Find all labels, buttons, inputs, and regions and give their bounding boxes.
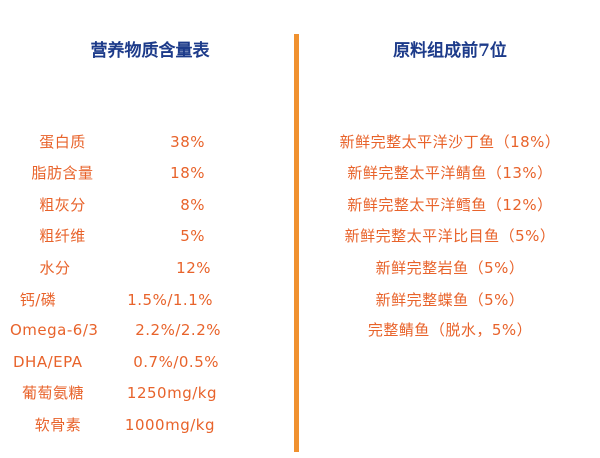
nutrient-label: 蛋白质 bbox=[39, 133, 86, 151]
nutrient-value: 8% bbox=[180, 196, 205, 214]
ingredients-title: 原料组成前7位 bbox=[393, 41, 507, 61]
nutrient-row: 蛋白质 38% bbox=[0, 131, 213, 153]
nutrient-row: 脂肪含量 18% bbox=[0, 162, 213, 184]
nutrient-row: 粗纤维 5% bbox=[0, 225, 213, 247]
nutrient-value: 0.7%/0.5% bbox=[133, 353, 219, 371]
nutrient-row: 钙/磷 1.5%/1.1% bbox=[0, 289, 213, 311]
nutrient-value: 1250mg/kg bbox=[126, 384, 217, 402]
ingredient-item: 新鲜完整太平洋鲭鱼（13%） bbox=[347, 164, 553, 182]
nutrient-label: 钙/磷 bbox=[19, 291, 57, 309]
nutrient-label: Omega-6/3 bbox=[10, 321, 99, 339]
nutrient-row: 粗灰分 8% bbox=[0, 194, 213, 216]
nutrient-row: DHA/EPA 0.7%/0.5% bbox=[0, 351, 219, 373]
divider bbox=[294, 34, 299, 452]
ingredient-item: 新鲜完整蝶鱼（5%） bbox=[375, 291, 525, 309]
ingredient-item: 新鲜完整岩鱼（5%） bbox=[375, 259, 525, 277]
nutrient-row: Omega-6/3 2.2%/2.2% bbox=[0, 319, 221, 341]
nutrient-value: 12% bbox=[176, 259, 211, 277]
nutrient-value: 18% bbox=[170, 164, 205, 182]
nutrient-row: 软骨素 1000mg/kg bbox=[0, 414, 215, 436]
ingredient-item: 新鲜完整太平洋沙丁鱼（18%） bbox=[339, 133, 561, 151]
nutrition-table-title: 营养物质含量表 bbox=[90, 41, 210, 61]
nutrient-label: 脂肪含量 bbox=[31, 164, 94, 182]
nutrient-row: 葡萄氨糖 1250mg/kg bbox=[0, 382, 217, 404]
nutrient-value: 1.5%/1.1% bbox=[127, 291, 213, 309]
nutrient-value: 5% bbox=[180, 227, 205, 245]
ingredient-item: 完整鲭鱼（脱水，5%） bbox=[367, 321, 533, 339]
ingredient-item: 新鲜完整太平洋比目鱼（5%） bbox=[344, 227, 556, 245]
nutrient-label: 粗灰分 bbox=[39, 196, 86, 214]
ingredient-item: 新鲜完整太平洋鳕鱼（12%） bbox=[347, 196, 553, 214]
nutrient-label: 软骨素 bbox=[34, 416, 82, 434]
nutrient-value: 1000mg/kg bbox=[124, 416, 215, 434]
nutrient-label: DHA/EPA bbox=[13, 353, 83, 371]
nutrient-label: 水分 bbox=[39, 259, 71, 277]
nutrient-value: 38% bbox=[170, 133, 205, 151]
nutrient-value: 2.2%/2.2% bbox=[135, 321, 221, 339]
nutrient-label: 粗纤维 bbox=[39, 227, 86, 245]
nutrient-label: 葡萄氨糖 bbox=[21, 384, 84, 402]
nutrient-row: 水分 12% bbox=[0, 257, 213, 279]
